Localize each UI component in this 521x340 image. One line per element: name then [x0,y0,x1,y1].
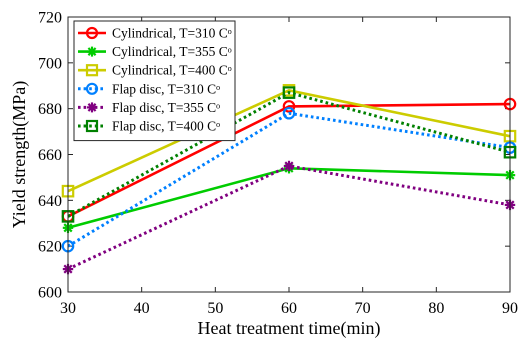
legend-item: Flap disc, T=400 Cᵒ [78,119,220,134]
y-tick-label: 720 [38,10,62,27]
data-point [282,86,296,99]
legend-item: Cylindrical, T=400 Cᵒ [78,63,232,78]
legend: Cylindrical, T=310 Cᵒ Cylindrical, T=355 … [73,20,236,142]
legend-label: Cylindrical, T=310 Cᵒ [112,26,232,41]
y-tick-label: 600 [38,285,62,302]
y-tick-label: 700 [38,55,62,72]
legend-label: Cylindrical, T=400 Cᵒ [112,63,232,78]
y-tick-label: 620 [38,239,62,256]
data-point [87,46,97,57]
legend-label: Cylindrical, T=355 Cᵒ [112,44,232,59]
legend-label: Flap disc, T=310 Cᵒ [112,81,220,96]
legend-item: Flap disc, T=310 Cᵒ [78,81,220,96]
x-tick: 80 [428,17,444,317]
series-line [67,90,511,218]
y-tick-label: 640 [38,193,62,210]
legend-label: Flap disc, T=400 Cᵒ [112,119,220,134]
y-tick: 660 [38,147,510,164]
series-line [67,88,511,193]
legend-label: Flap disc, T=355 Cᵒ [112,100,220,115]
x-tick-label: 40 [134,300,150,317]
data-point [85,82,99,95]
series-line [67,111,511,248]
series-line [67,102,511,218]
data-point [87,102,97,113]
legend-item: Cylindrical, T=355 Cᵒ [78,44,232,59]
x-tick-label: 90 [502,300,518,317]
data-point [85,64,99,77]
data-point [282,100,296,113]
x-tick: 60 [281,17,297,317]
x-tick-label: 70 [355,300,371,317]
x-tick-label: 50 [207,300,223,317]
y-axis-ticks: 600 620 640 660 680 700 720 [38,10,510,302]
x-tick-label: 30 [60,300,76,317]
y-tick-label: 680 [38,101,62,118]
data-point [283,160,295,172]
y-tick-label: 660 [38,147,62,164]
data-point [85,119,99,133]
y-tick: 700 [38,55,510,72]
data-point [282,106,296,120]
legend-item: Flap disc, T=355 Cᵒ [78,100,220,115]
x-axis-ticks: 30 40 50 60 70 80 90 [60,17,518,317]
y-axis-label: Yield strength(MPa) [9,81,30,228]
legend-box [73,20,236,142]
plot-frame [67,16,511,293]
data-point [85,26,99,40]
x-axis-label: Heat treatment time(min) [198,318,381,339]
x-tick-label: 80 [428,300,444,317]
series-line [67,164,511,271]
legend-item: Cylindrical, T=310 Cᵒ [78,26,232,41]
x-tick: 70 [355,17,371,317]
x-tick-label: 60 [281,300,297,317]
